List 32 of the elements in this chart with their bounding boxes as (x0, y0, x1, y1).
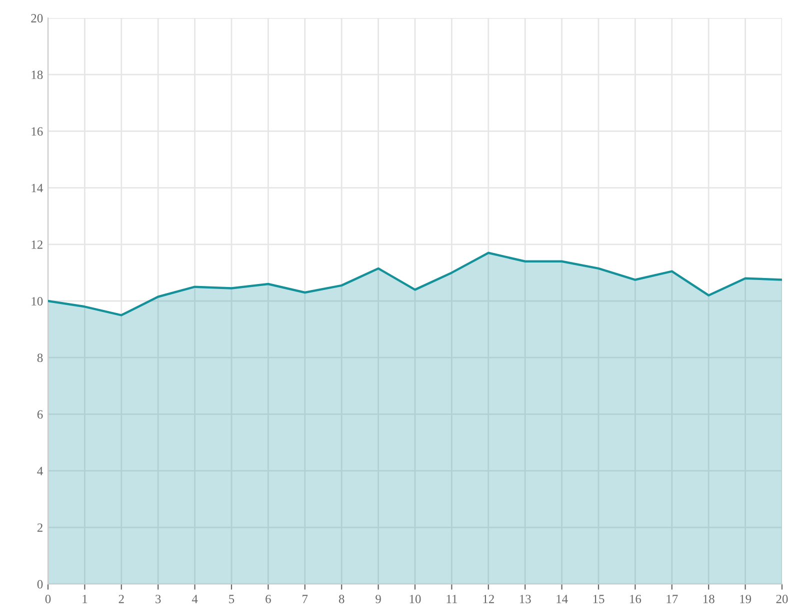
y-tick-label: 4 (37, 466, 43, 476)
y-tick-label: 10 (32, 297, 43, 306)
x-tick-label: 11 (446, 594, 457, 604)
x-tick-label: 18 (703, 594, 714, 604)
x-tick-label: 1 (82, 594, 88, 604)
y-tick-label: 16 (32, 127, 43, 136)
x-tick-label: 13 (520, 594, 531, 604)
x-tick-label: 7 (302, 594, 308, 604)
x-tick-label: 17 (666, 594, 678, 604)
x-tick-label: 19 (740, 594, 752, 604)
y-tick-label: 20 (31, 14, 43, 22)
x-tick-label: 2 (118, 594, 124, 604)
x-tick-label: 15 (593, 594, 604, 604)
y-tick-label: 0 (37, 580, 43, 588)
y-tick-label: 12 (32, 240, 42, 249)
y-tick-label: 6 (37, 410, 43, 419)
x-tick-label: 14 (556, 594, 568, 604)
x-tick-label: 12 (483, 594, 494, 604)
y-tick-label: 14 (32, 184, 43, 192)
y-tick-label: 2 (37, 523, 42, 532)
y-tick-label: 18 (32, 70, 43, 80)
x-tick-label: 10 (410, 594, 421, 604)
x-tick-label: 6 (266, 594, 271, 604)
x-tick-label: 0 (45, 594, 51, 604)
x-tick-label: 5 (229, 594, 234, 604)
x-tick-label: 3 (156, 594, 161, 604)
x-tick-label: 9 (376, 594, 381, 604)
x-tick-label: 4 (192, 594, 198, 604)
x-tick-label: 16 (630, 594, 642, 604)
x-tick-label: 8 (338, 594, 344, 604)
x-tick-label: 20 (776, 594, 788, 604)
y-tick-label: 8 (37, 354, 43, 362)
